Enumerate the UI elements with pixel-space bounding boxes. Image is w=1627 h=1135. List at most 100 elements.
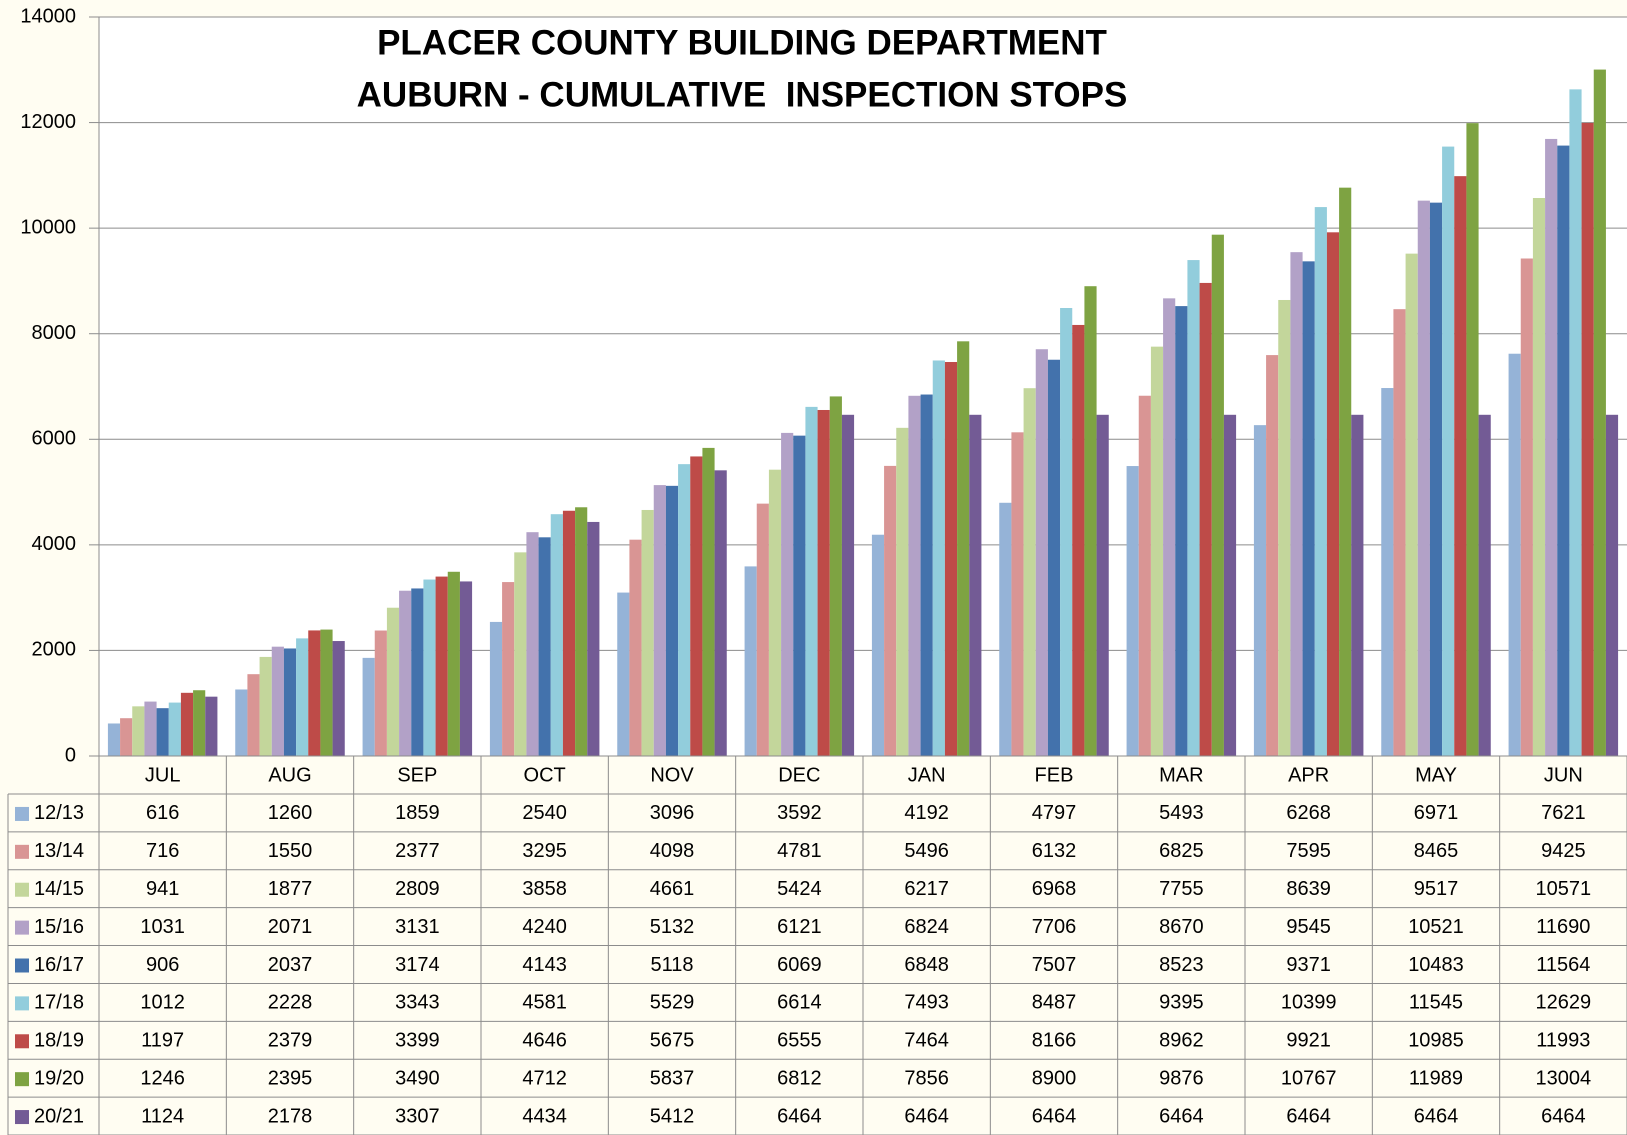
table-value: 5529	[650, 992, 695, 1014]
legend-label: 14/15	[34, 878, 84, 900]
bar	[999, 502, 1012, 756]
legend-swatch	[15, 996, 29, 1011]
table-value: 7856	[904, 1067, 949, 1089]
bar	[1466, 123, 1479, 756]
bar	[1035, 349, 1048, 756]
bar	[944, 362, 958, 756]
bar	[168, 702, 181, 756]
bar	[1478, 414, 1491, 756]
bar	[502, 582, 515, 756]
legend-swatch	[15, 844, 29, 859]
table-value: 6824	[904, 916, 949, 938]
bar	[1096, 414, 1109, 756]
table-value: 9876	[1159, 1067, 1204, 1089]
table-value: 4646	[522, 1030, 567, 1052]
table-value: 8962	[1159, 1030, 1204, 1052]
bar	[132, 706, 145, 756]
bar	[1084, 286, 1097, 756]
bar	[332, 641, 345, 756]
table-value: 1859	[395, 802, 440, 824]
bar	[459, 581, 473, 756]
table-value: 8487	[1032, 992, 1077, 1014]
bar	[1223, 414, 1237, 756]
chart-title: PLACER COUNTY BUILDING DEPARTMENT	[377, 23, 1107, 62]
bar	[1581, 122, 1594, 757]
table-value: 7464	[904, 1030, 949, 1052]
table-value: 5132	[650, 916, 695, 938]
x-tick-label: OCT	[524, 764, 566, 786]
bar	[1047, 359, 1061, 756]
y-tick-label: 4000	[32, 533, 77, 555]
table-value: 1550	[268, 840, 313, 862]
legend-swatch	[15, 958, 29, 973]
x-tick-label: APR	[1288, 764, 1329, 786]
table-value: 6121	[777, 916, 822, 938]
bar	[920, 394, 933, 756]
bar	[1187, 260, 1200, 756]
bar	[1266, 355, 1279, 756]
table-value: 8465	[1414, 840, 1459, 862]
bar	[714, 470, 727, 756]
bar	[235, 689, 248, 756]
table-value: 6812	[777, 1067, 822, 1089]
x-tick-label: JUN	[1544, 764, 1583, 786]
table-value: 8670	[1159, 916, 1204, 938]
table-value: 6464	[1414, 1105, 1459, 1127]
y-tick-label: 2000	[32, 639, 77, 661]
table-value: 6217	[904, 878, 949, 900]
bar	[1520, 258, 1533, 756]
bar	[617, 592, 630, 756]
table-value: 10571	[1536, 878, 1592, 900]
legend-label: 16/17	[34, 954, 84, 976]
bar	[271, 646, 284, 756]
table-value: 4661	[650, 878, 695, 900]
bar	[514, 552, 527, 756]
table-value: 3490	[395, 1067, 440, 1089]
table-value: 3131	[395, 916, 440, 938]
bar	[1393, 309, 1406, 756]
legend-swatch	[15, 1072, 29, 1087]
table-value: 12629	[1536, 992, 1592, 1014]
bar	[1442, 146, 1455, 756]
table-value: 6464	[1286, 1105, 1331, 1127]
bar	[1605, 414, 1619, 756]
y-tick-label: 0	[65, 744, 76, 766]
bar	[320, 629, 333, 756]
table-value: 5118	[650, 954, 693, 976]
table-value: 4143	[522, 954, 567, 976]
table-value: 13004	[1536, 1067, 1592, 1089]
bar	[120, 718, 133, 756]
bar	[1429, 202, 1443, 757]
bar	[841, 414, 855, 756]
y-tick-label: 10000	[20, 216, 76, 238]
bar	[884, 465, 897, 756]
x-tick-label: DEC	[778, 764, 820, 786]
table-value: 4192	[904, 802, 949, 824]
bar	[193, 690, 206, 756]
table-value: 906	[146, 954, 179, 976]
bar	[805, 406, 818, 756]
table-value: 6848	[904, 954, 949, 976]
table-value: 2377	[395, 840, 440, 862]
legend-label: 19/20	[34, 1067, 84, 1089]
bar	[386, 607, 400, 756]
bar	[435, 576, 448, 756]
legend-label: 18/19	[34, 1030, 84, 1052]
bar	[629, 539, 642, 756]
table-value: 1260	[268, 802, 313, 824]
table-value: 3295	[522, 840, 567, 862]
legend-label: 20/21	[34, 1105, 84, 1127]
bar	[678, 464, 691, 756]
bar	[653, 485, 666, 756]
table-value: 716	[146, 840, 179, 862]
bar	[308, 630, 321, 756]
x-tick-label: SEP	[397, 764, 437, 786]
table-value: 7621	[1541, 802, 1586, 824]
bar	[180, 692, 194, 756]
table-value: 2379	[268, 1030, 313, 1052]
bar	[259, 656, 272, 756]
table-value: 7595	[1286, 840, 1331, 862]
table-value: 9425	[1541, 840, 1586, 862]
table-value: 1012	[140, 992, 185, 1014]
